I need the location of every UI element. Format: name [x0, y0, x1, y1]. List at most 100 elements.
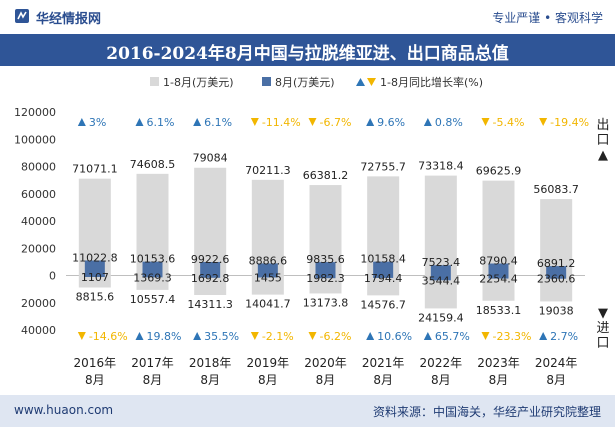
- export-growth-label: -5.4%: [493, 116, 525, 129]
- export-month-label: 11022.8: [72, 251, 118, 264]
- brand-slogan: 专业严谨 • 客观科学: [492, 11, 603, 25]
- y-tick-label: 60000: [21, 188, 56, 201]
- footer-bar: www.huaon.com 资料来源：中国海关，华经产业研究院整理: [0, 395, 615, 427]
- export-month-bar: [84, 260, 105, 276]
- import-growth-label: -2.1%: [262, 330, 294, 343]
- export-growth-up-marker: [193, 118, 202, 126]
- y-tick-label: 40000: [21, 215, 56, 228]
- y-tick-label: 20000: [21, 242, 56, 255]
- import-ytd-label: 18533.1: [476, 304, 522, 317]
- import-ytd-bar: [482, 275, 515, 301]
- import-ytd-label: 8815.6: [76, 291, 115, 304]
- footer-url[interactable]: www.huaon.com: [14, 403, 114, 417]
- export-ytd-bar: [251, 179, 284, 276]
- import-month-label: 1369.3: [133, 271, 172, 284]
- export-growth-down-marker: [539, 118, 548, 126]
- import-month-label: 3544.4: [422, 274, 461, 287]
- import-ytd-label: 14576.7: [360, 298, 406, 311]
- import-month-bar: [142, 275, 163, 278]
- export-ytd-label: 74608.5: [130, 158, 176, 171]
- x-tick-label-year: 2017年: [131, 356, 174, 370]
- import-side-label: ▼ 进口: [595, 306, 611, 351]
- import-ytd-bar: [194, 275, 227, 295]
- legend-label: 8月(万美元): [275, 76, 335, 89]
- export-ytd-bar: [136, 173, 169, 276]
- import-month-bar: [315, 275, 336, 279]
- x-tick-label-year: 2023年: [477, 356, 520, 370]
- export-growth-label: -6.7%: [320, 116, 352, 129]
- export-growth-label: -11.4%: [262, 116, 301, 129]
- x-tick-label-month: 8月: [489, 373, 509, 387]
- export-ytd-bar: [367, 176, 400, 276]
- import-ytd-label: 14041.7: [245, 298, 291, 311]
- x-tick-label-month: 8月: [258, 373, 278, 387]
- export-ytd-bar: [482, 180, 515, 276]
- import-month-label: 2360.6: [537, 273, 576, 286]
- x-tick-label-month: 8月: [431, 373, 451, 387]
- import-growth-up-marker: [193, 332, 202, 340]
- export-growth-down-marker: [481, 118, 490, 126]
- x-tick-label-year: 2021年: [362, 356, 405, 370]
- import-month-bar: [257, 275, 278, 278]
- brand-logo-icon: [15, 9, 29, 23]
- import-month-bar: [84, 275, 105, 278]
- export-ytd-label: 72755.7: [360, 160, 406, 173]
- y-tick-label: 120000: [14, 106, 56, 119]
- y-tick-label: 80000: [21, 161, 56, 174]
- x-tick-label-month: 8月: [373, 373, 393, 387]
- import-ytd-label: 14311.3: [187, 298, 233, 311]
- import-month-bar: [200, 275, 221, 278]
- import-ytd-bar: [540, 275, 573, 302]
- import-ytd-label: 19038: [539, 304, 574, 317]
- export-month-bar: [257, 263, 278, 276]
- export-growth-up-marker: [423, 118, 432, 126]
- export-ytd-bar: [540, 199, 573, 276]
- import-growth-label: 35.5%: [204, 330, 239, 343]
- import-ytd-label: 13173.8: [303, 296, 349, 309]
- import-month-bar: [373, 275, 394, 278]
- x-tick-label-month: 8月: [200, 373, 220, 387]
- export-ytd-label: 56083.7: [533, 183, 579, 196]
- export-month-bar: [430, 265, 451, 276]
- export-growth-up-marker: [77, 118, 86, 126]
- import-ytd-bar: [309, 275, 342, 294]
- x-tick-label-month: 8月: [85, 373, 105, 387]
- export-ytd-bar: [309, 185, 342, 276]
- export-ytd-label: 69625.9: [476, 165, 522, 178]
- export-month-label: 7523.4: [422, 256, 461, 269]
- y-tick-label: 20000: [21, 297, 56, 310]
- x-tick-label-year: 2022年: [420, 356, 463, 370]
- y-tick-label: 40000: [21, 324, 56, 337]
- export-month-label: 9835.6: [306, 253, 345, 266]
- export-growth-up-marker: [366, 118, 375, 126]
- export-month-label: 9922.6: [191, 253, 230, 266]
- export-month-bar: [200, 261, 221, 276]
- legend-label: 1-8月(万美元): [163, 76, 234, 89]
- export-month-bar: [142, 261, 163, 276]
- export-ytd-label: 73318.4: [418, 160, 464, 173]
- import-month-bar: [430, 275, 451, 281]
- import-side-text: 进口: [596, 321, 610, 351]
- title-bar: 2016-2024年8月中国与拉脱维亚进、出口商品总值: [0, 34, 615, 66]
- import-month-label: 1107: [81, 271, 109, 284]
- x-tick-label-month: 8月: [546, 373, 566, 387]
- import-growth-label: -14.6%: [89, 330, 128, 343]
- x-tick-label-year: 2020年: [304, 356, 347, 370]
- import-month-label: 1455: [254, 271, 282, 284]
- export-month-bar: [546, 266, 567, 276]
- import-month-label: 1982.3: [306, 272, 345, 285]
- export-growth-label: 0.8%: [435, 116, 463, 129]
- import-ytd-bar: [367, 275, 400, 296]
- export-side-text: 出口: [596, 118, 610, 148]
- export-month-label: 8790.4: [479, 255, 518, 268]
- export-growth-up-marker: [135, 118, 144, 126]
- import-ytd-bar: [251, 275, 284, 295]
- import-growth-down-marker: [250, 332, 259, 340]
- export-ytd-bar: [78, 178, 111, 276]
- export-side-label: 出口 ▲: [595, 118, 611, 163]
- export-ytd-label: 66381.2: [303, 169, 349, 182]
- import-growth-label: -23.3%: [493, 330, 532, 343]
- chart-canvas: 1-8月(万美元) 8月(万美元) 1-8月同比增长率(%) 40000 20000 0 2…: [14, 75, 589, 387]
- import-ytd-bar: [136, 275, 169, 290]
- brand-name: 华经情报网: [36, 12, 102, 27]
